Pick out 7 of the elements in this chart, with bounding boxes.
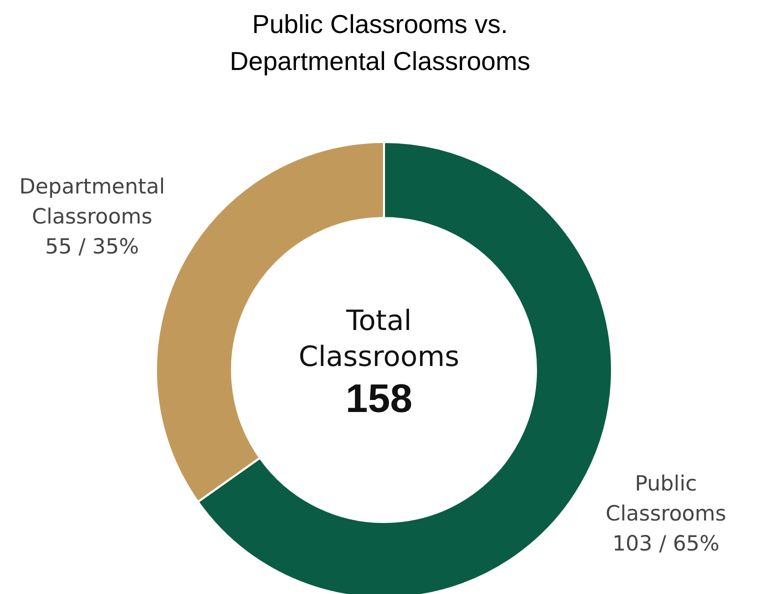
slice-label: Public Classrooms xyxy=(606,471,726,526)
chart-title: Public Classrooms vs. Departmental Classrooms xyxy=(228,8,532,78)
text: 158 xyxy=(344,376,414,423)
data-label: 55 / 35% xyxy=(45,234,139,259)
slice-label: Departmental Classrooms xyxy=(19,174,165,229)
data-label: 103 / 65% xyxy=(612,531,720,556)
text: Total Classrooms xyxy=(298,303,460,375)
